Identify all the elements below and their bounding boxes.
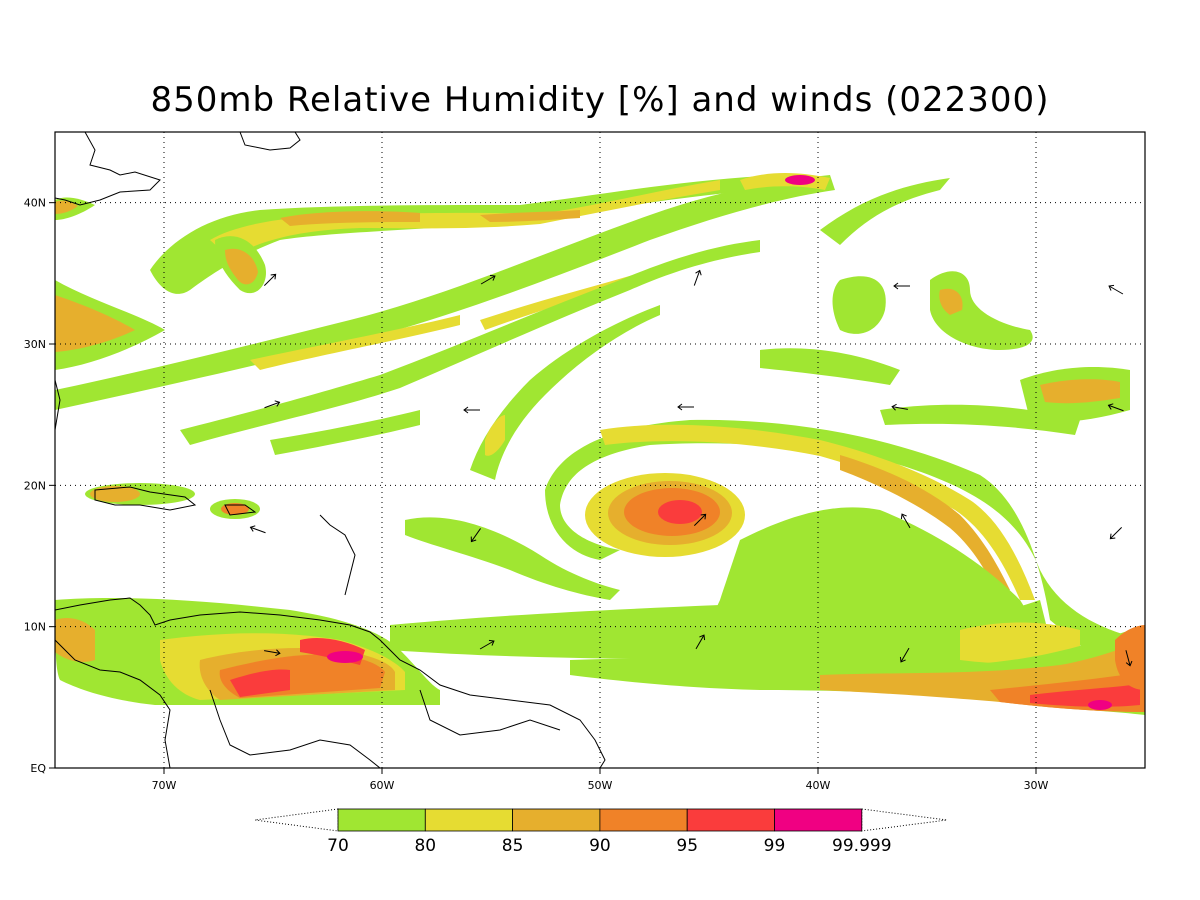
lat-tick-label: EQ bbox=[30, 762, 46, 775]
colorbar-level-label: 99.999 bbox=[832, 836, 891, 856]
lon-tick-label: 60W bbox=[370, 779, 395, 792]
colorbar-swatch bbox=[424, 808, 513, 832]
coastline bbox=[55, 132, 606, 768]
humidity-field bbox=[55, 173, 1145, 715]
colorbar-level-label: 90 bbox=[589, 836, 611, 856]
map-grid bbox=[55, 132, 1145, 768]
lon-tick-label: 30W bbox=[1024, 779, 1049, 792]
lat-tick-label: 20N bbox=[24, 479, 46, 492]
colorbar-level-label: 80 bbox=[414, 836, 436, 856]
lat-tick-label: 10N bbox=[24, 621, 46, 634]
lon-tick-label: 70W bbox=[152, 779, 177, 792]
wind-arrows bbox=[249, 269, 1133, 667]
colorbar-level-label: 70 bbox=[327, 836, 349, 856]
lat-tick-label: 40N bbox=[24, 197, 46, 210]
lon-tick-label: 50W bbox=[588, 779, 613, 792]
colorbar-right-extension bbox=[861, 808, 947, 832]
colorbar-swatch bbox=[599, 808, 688, 832]
colorbar-left-extension bbox=[254, 808, 339, 832]
colorbar-level-label: 99 bbox=[764, 836, 786, 856]
axis-ticks: 70W 60W 50W 40W 30W EQ 10N 20N 30N 40N bbox=[24, 197, 1049, 792]
colorbar-swatch bbox=[774, 808, 863, 832]
colorbar: 70 80 85 90 95 99 99.999 bbox=[254, 808, 947, 856]
lon-tick-label: 40W bbox=[806, 779, 831, 792]
colorbar-swatch bbox=[686, 808, 775, 832]
map-title: 850mb Relative Humidity [%] and winds (0… bbox=[150, 80, 1050, 120]
colorbar-swatch bbox=[512, 808, 601, 832]
colorbar-swatch bbox=[337, 808, 426, 832]
colorbar-level-label: 85 bbox=[502, 836, 524, 856]
lat-tick-label: 30N bbox=[24, 338, 46, 351]
colorbar-level-label: 95 bbox=[676, 836, 698, 856]
